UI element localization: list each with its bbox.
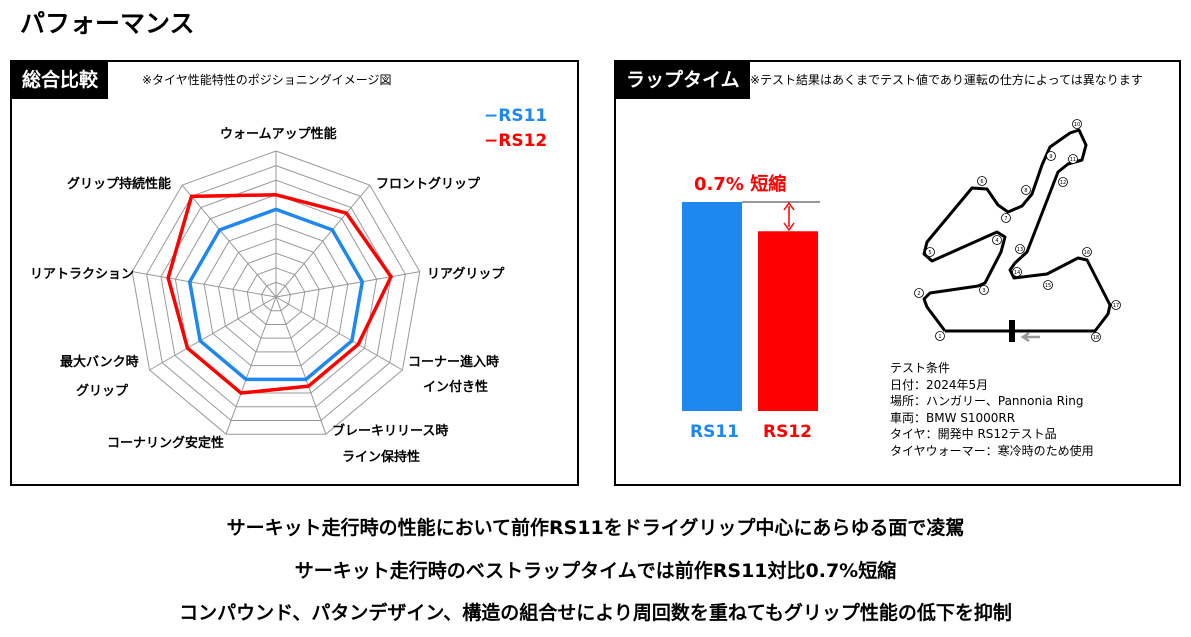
direction-arrow-icon [1020,331,1040,343]
axis-label-cornering-stability: コーナリング安定性 [107,436,225,451]
corner-number: 6 [980,179,983,185]
radar-grid-ring [232,252,320,339]
double-arrow-icon [783,201,795,232]
radar-chart [131,150,421,435]
reduction-label: 0.7% 短縮 [694,174,787,195]
axis-label-grip-durability: グリップ持続性能 [67,177,172,192]
axis-label-rear-grip: リアグリップ [427,267,505,282]
axis-label-rear-traction: リアトラクション [30,267,135,282]
corner-number: 4 [995,238,998,244]
radar-spoke [225,296,277,435]
conditions-title: テスト条件 [890,361,951,375]
bar-label-rs12: RS12 [763,422,812,442]
corner-marker [1012,267,1022,277]
radar-series-rs11 [187,207,365,382]
condition-vehicle: 車両：BMW S1000RR [890,410,1016,425]
axis-label-brake-release: ブレーキリリース時 [332,424,449,439]
radar-grid-ring [203,223,349,367]
corner-marker [1072,119,1082,129]
corner-marker [979,285,989,295]
bar-rs11 [682,202,742,411]
radar-grid-ring [217,238,335,353]
corner-marker [1015,244,1025,254]
summary-line-3: コンパウンド、パタンデザイン、構造の組合せにより周回数を重ねてもグリップ性能の低… [179,602,1012,624]
corner-number: 9 [1049,154,1052,160]
corner-number: 18 [1093,335,1099,341]
corner-number: 2 [917,291,920,297]
radar-spoke [181,184,277,298]
radar-grid-ring [246,267,306,325]
corner-number: 1 [938,334,941,340]
radar-spoke [132,271,277,298]
panel-tab-laptime: ラップタイム [616,62,750,99]
corner-number: 5 [928,250,931,256]
radar-grid-ring [174,194,378,394]
corner-marker [925,247,935,257]
axis-label-front-grip: フロントグリップ [376,177,481,192]
corner-marker [935,331,945,341]
corner-number: 16 [1084,250,1090,256]
legend-rs12: −RS12 [484,131,548,151]
corner-number: 11 [1070,157,1076,163]
corner-marker [1058,177,1068,187]
corner-marker [1068,154,1078,164]
bar-label-rs11: RS11 [690,422,739,442]
condition-tire: タイヤ：開発中 RS12テスト品 [890,427,1057,441]
radar-spoke [275,296,327,435]
legend-rs11: −RS11 [484,106,548,126]
radar-spoke [275,296,403,371]
corner-marker [977,176,987,186]
radar-grid-ring [131,150,421,435]
summary-line-2: サーキット走行時のベストラップタイムでは前作RS11対比0.7%短縮 [294,560,897,582]
corner-number: 15 [1045,283,1051,289]
radar-grid-ring [261,281,291,312]
laptime-note: ※テスト結果はあくまでテスト値であり運転の仕方によっては異なります [750,73,1143,87]
radar-spoke [275,184,371,298]
overall-note: ※タイヤ性能特性のポジショニングイメージ図 [142,73,392,87]
condition-place: 場所：ハンガリー、Pannonia Ring [890,394,1084,408]
radar-series-rs12 [166,193,394,395]
axis-label-max-bank-2: グリップ [76,384,129,399]
radar-grid-ring [146,165,406,421]
radar-spoke [149,296,277,371]
corner-marker [1111,300,1121,310]
radar-grid-ring [160,179,392,408]
corner-number: 3 [982,288,985,294]
corner-marker [1043,280,1053,290]
axis-label-corner-entry-2: イン付き性 [423,380,489,395]
condition-warmer: タイヤウォーマー：寒冷時のため使用 [890,443,1094,458]
overall-comparison-panel: 総合比較 ※タイヤ性能特性のポジショニングイメージ図 −RS11 −RS12 ウ… [10,60,579,486]
corner-marker [1082,247,1092,257]
bar-rs12 [758,231,818,411]
axis-label-brake-release-2: ライン保持性 [342,450,421,465]
corner-marker [1091,332,1101,342]
condition-date: 日付：2024年5月 [890,377,989,392]
test-conditions: テスト条件 日付：2024年5月 場所：ハンガリー、Pannonia Ring … [890,360,1094,459]
panel-tab-overall: 総合比較 [12,62,109,99]
corner-number: 14 [1014,270,1020,276]
axis-label-corner-entry: コーナー進入時 [408,355,500,370]
corner-number: 12 [1060,180,1066,186]
corner-number: 17 [1113,303,1119,309]
corner-marker [1021,185,1031,195]
corner-marker [1046,151,1056,161]
corner-marker [1001,213,1011,223]
page-title: パフォーマンス [20,9,195,38]
corner-number: 13 [1017,247,1023,253]
track-outline [922,128,1112,333]
corner-marker [914,288,924,298]
laptime-panel: ラップタイム ※テスト結果はあくまでテスト値であり運転の仕方によっては異なります… [614,60,1181,486]
checkered-flag-icon [1009,320,1015,342]
axis-label-warmup: ウォームアップ性能 [220,127,337,142]
corner-marker [992,235,1002,245]
summary-line-1: サーキット走行時の性能において前作RS11をドライグリップ中心にあらゆる面で凌駕 [226,517,965,539]
corner-number: 7 [1004,216,1007,222]
corner-number: 8 [1024,188,1027,194]
axis-label-max-bank: 最大バンク時 [60,355,139,370]
radar-spoke [275,271,420,298]
corner-number: 10 [1074,122,1080,128]
